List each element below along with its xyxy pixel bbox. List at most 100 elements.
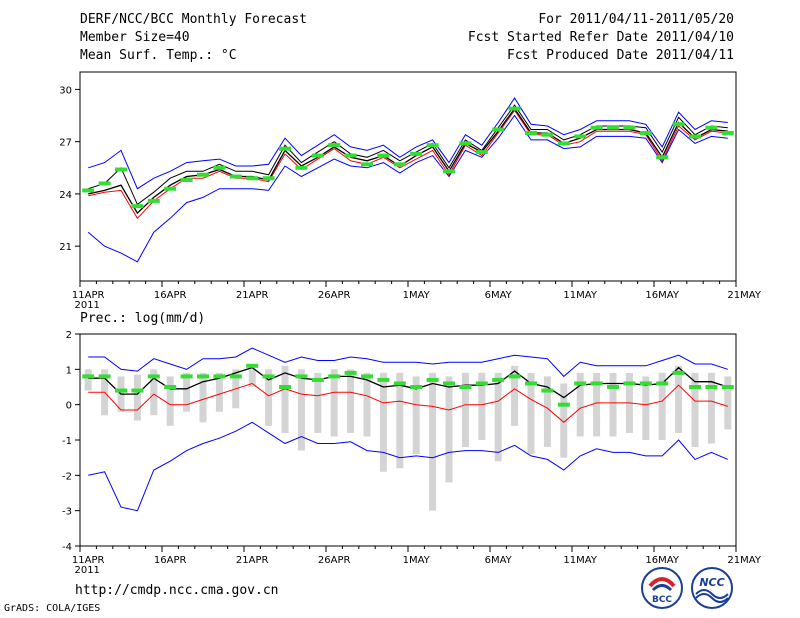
temp-ens-low-line — [87, 114, 728, 263]
prec-spread-bar — [314, 372, 322, 433]
temp-y-tick-label: 27 — [59, 138, 72, 149]
temp-climatology-mark — [279, 146, 291, 151]
temp-climatology-mark — [590, 125, 603, 130]
prec-climatology-mark — [607, 385, 619, 389]
temp-climatology-mark — [607, 125, 619, 130]
prec-spread-bar — [576, 372, 584, 437]
produced-date: Fcst Produced Date 2011/04/11 — [507, 48, 734, 63]
prec-spread-bar — [707, 372, 715, 444]
prec-x-tick-label: 11MAY — [563, 555, 597, 566]
bcc-logo-text: BCC — [652, 595, 672, 605]
prec-year-label: 2011 — [74, 565, 99, 576]
grads-credit: GrADS: COLA/IGES — [4, 603, 101, 614]
temp-x-tick-label: 21APR — [236, 290, 269, 301]
temp-climatology-mark — [229, 174, 242, 179]
temp-climatology-mark — [525, 130, 537, 135]
temp-climatology-mark — [147, 198, 160, 203]
prec-climatology-mark — [115, 388, 127, 393]
prec-spread-bar — [215, 372, 223, 412]
prec-climatology-mark — [393, 381, 406, 386]
temperature-chart: 21 24 27 30 11APR 16APR 21APR 26APR 1MAY 6MAY 11MA… — [59, 71, 762, 311]
temp-climatology-mark — [508, 106, 521, 111]
temp-climatology-mark — [410, 151, 423, 156]
prec-spread-bar — [330, 369, 338, 437]
prec-x-tick-label: 1MAY — [403, 555, 431, 566]
prec-spread-bar — [183, 372, 191, 412]
temp-climatology-mark — [574, 134, 587, 139]
ncc-logo-text: NCC — [699, 576, 724, 589]
temp-x-tick-label: 11MAY — [563, 290, 597, 301]
prec-spread-bar — [593, 372, 601, 437]
prec-climatology-mark — [131, 388, 144, 393]
prec-climatology-mark — [361, 374, 373, 379]
temp-ens-min-line — [88, 109, 728, 220]
prec-ens-mean-line — [88, 366, 728, 399]
prec-spread-bar — [691, 372, 699, 448]
prec-climatology-mark — [705, 385, 718, 389]
temp-climatology-mark — [639, 130, 652, 135]
temp-y-tick-label: 24 — [59, 190, 72, 201]
prec-y-tick-label: 2 — [66, 330, 72, 341]
source-url[interactable]: http://cmdp.ncc.cma.gov.cn — [75, 583, 279, 598]
prec-climatology-mark — [279, 385, 291, 389]
prec-y-tick-label: -4 — [62, 542, 72, 553]
prec-spread-bar — [199, 372, 207, 423]
temp-ens-top-spread-line — [88, 104, 728, 206]
prec-climatology-mark — [557, 402, 570, 407]
temp-climatology-mark — [197, 172, 209, 177]
prec-climatology-mark — [639, 381, 652, 386]
prec-climatology-mark — [623, 381, 636, 386]
temp-climatology-mark — [443, 169, 455, 174]
temp-ens-mean-line — [88, 107, 728, 215]
temp-climatology-mark — [82, 188, 95, 193]
temp-climatology-mark — [246, 176, 259, 181]
temp-climatology-mark — [541, 132, 554, 137]
bcc-logo: BCC — [641, 567, 683, 609]
prec-spread-bar — [675, 365, 683, 433]
temp-climatology-mark — [377, 153, 390, 158]
prec-climatology-mark — [492, 377, 505, 382]
temp-climatology-mark — [328, 143, 341, 148]
temp-climatology-mark — [361, 162, 373, 167]
prec-spread-bar — [396, 372, 404, 469]
temp-climatology-mark — [672, 122, 685, 127]
precip-label: Prec.: log(mm/d) — [80, 311, 206, 326]
prec-climatology-mark — [443, 381, 455, 386]
prec-climatology-mark — [197, 374, 209, 379]
prec-climatology-mark — [344, 370, 357, 375]
temp-x-tick-label: 21MAY — [727, 290, 761, 301]
prec-x-tick-label: 16MAY — [645, 555, 679, 566]
prec-spread-bar — [363, 372, 371, 437]
prec-climatology-mark — [246, 363, 259, 368]
prec-climatology-mark — [672, 370, 685, 375]
prec-y-tick-label: -1 — [62, 436, 72, 447]
prec-ens-low-line — [88, 421, 728, 512]
member-size: Member Size=40 — [80, 30, 190, 45]
prec-climatology-mark — [295, 374, 308, 379]
prec-spread-bar — [724, 376, 732, 430]
temp-climatology-mark — [164, 186, 177, 191]
temp-x-tick-label: 6MAY — [485, 290, 513, 301]
temp-x-tick-label: 16APR — [154, 290, 187, 301]
temp-climatology-mark — [656, 155, 669, 160]
prec-climatology-mark — [147, 374, 160, 379]
temp-y-tick-label: 30 — [59, 85, 72, 96]
temp-climatology-mark — [459, 141, 472, 146]
temp-x-tick-label: 11APR — [72, 290, 105, 301]
ncc-logo: NCC — [691, 567, 733, 609]
temp-x-tick-label: 1MAY — [403, 290, 431, 301]
prec-climatology-mark — [213, 374, 226, 379]
temp-climatology-mark — [131, 204, 144, 209]
prec-x-tick-label: 26APR — [318, 555, 351, 566]
prec-climatology-mark — [508, 374, 521, 379]
start-refer-date: Fcst Started Refer Date 2011/04/10 — [467, 30, 734, 45]
prec-x-tick-label: 11APR — [72, 555, 105, 566]
prec-y-tick-label: 0 — [66, 401, 72, 412]
prec-spread-bar — [511, 365, 519, 426]
temp-climatology-mark — [475, 150, 488, 155]
prec-spread-bar — [494, 372, 502, 462]
prec-x-tick-label: 6MAY — [485, 555, 513, 566]
temp-climatology-mark — [344, 153, 357, 158]
prec-climatology-mark — [525, 381, 537, 386]
